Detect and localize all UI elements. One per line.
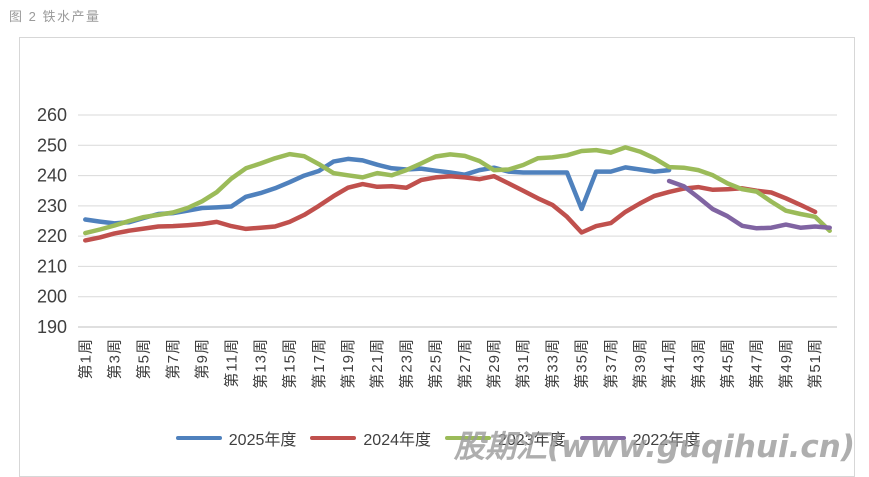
legend-swatch-2025 xyxy=(175,435,222,441)
legend-item-2025: 2025年度 xyxy=(175,426,297,450)
figure-title: 图 2 铁水产量 xyxy=(9,9,101,24)
legend-label-2023: 2023年度 xyxy=(498,432,566,449)
legend-swatch-2023 xyxy=(445,435,491,441)
legend-item-2023: 2023年度 xyxy=(445,426,566,450)
chart-legend: 2025年度 2024年度 2023年度 2022年度 xyxy=(19,424,857,452)
chart-frame xyxy=(19,37,855,477)
legend-label-2025: 2025年度 xyxy=(228,432,297,449)
legend-label-2024: 2024年度 xyxy=(363,432,431,449)
legend-label-2022: 2022年度 xyxy=(632,432,701,449)
legend-item-2022: 2022年度 xyxy=(579,426,701,450)
legend-swatch-2024 xyxy=(310,435,357,441)
legend-item-2024: 2024年度 xyxy=(310,426,431,450)
legend-swatch-2022 xyxy=(579,435,626,441)
